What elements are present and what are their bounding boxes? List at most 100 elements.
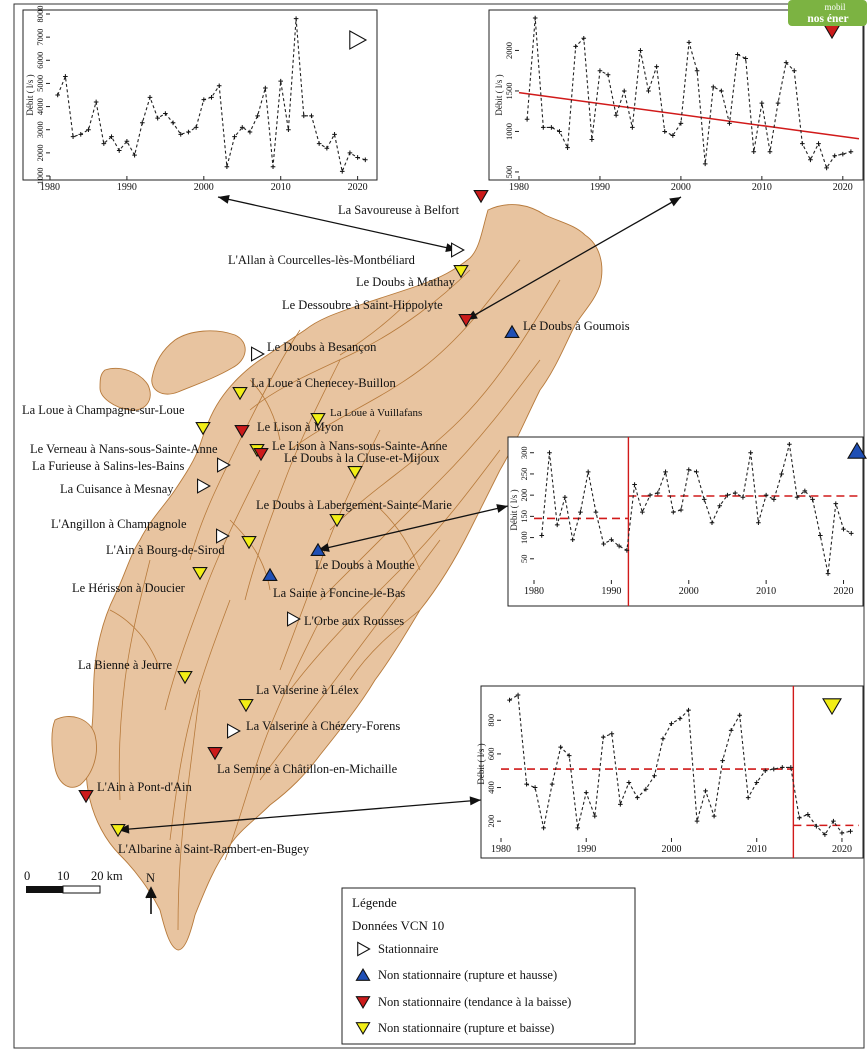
x-tick-label: 2020 xyxy=(832,844,852,855)
data-point xyxy=(662,129,668,134)
y-tick-label: 800 xyxy=(486,714,496,727)
data-point xyxy=(86,127,91,133)
arrow-albarine-to-chart xyxy=(117,796,482,834)
y-axis-label: Débit ( l/s ) xyxy=(25,74,35,115)
data-point xyxy=(101,141,107,146)
data-point xyxy=(239,125,245,130)
station-label: La Bienne à Jeurre xyxy=(78,658,173,672)
data-point xyxy=(802,488,808,494)
data-point xyxy=(678,121,684,126)
data-point xyxy=(717,503,723,509)
data-point xyxy=(63,74,68,79)
station-la-furieuse-a-salins-les-bains: La Furieuse à Salins-les-Bains xyxy=(32,457,231,473)
data-point xyxy=(737,712,742,718)
station-label: La Savoureuse à Belfort xyxy=(338,203,460,217)
data-point xyxy=(592,813,598,819)
x-tick-label: 1980 xyxy=(491,844,511,855)
data-point xyxy=(558,744,563,750)
legend-items: Stationnaire Non stationnaire (rupture et… xyxy=(355,941,571,1036)
contour-line-17 xyxy=(109,609,161,671)
data-point xyxy=(839,830,845,836)
station-marker-icon xyxy=(238,699,254,713)
data-point xyxy=(575,825,581,831)
x-tick-label: 2000 xyxy=(671,182,691,193)
y-tick-label: 150 xyxy=(519,510,529,523)
data-point xyxy=(825,571,831,576)
station-l-allan-a-courcelles-les-montbeliard: L'Allan à Courcelles-lès-Montbéliard xyxy=(228,242,465,267)
station-label: L'Orbe aux Rousses xyxy=(304,614,404,628)
data-point xyxy=(840,151,846,157)
data-point xyxy=(293,16,299,21)
chart-frame xyxy=(480,685,864,859)
logo-badge xyxy=(788,0,867,26)
data-point xyxy=(824,165,829,171)
data-point xyxy=(638,48,643,53)
station-marker-icon xyxy=(177,671,193,685)
contour-line-1 xyxy=(289,259,521,451)
station-marker-icon xyxy=(207,747,223,761)
chart-albarine-saint-rambert: 1980 1990 2000 2010 2020 200 400 600 800 Débit ( … xyxy=(476,685,864,859)
data-point xyxy=(640,509,645,515)
chart-doubs-mouthe: 1980 1990 2000 2010 2020 50 100 150 200 250 300 Déb… xyxy=(507,436,867,607)
y-axis-label: Débit ( l/s ) xyxy=(476,743,486,784)
station-marker-icon xyxy=(227,723,241,739)
data-point xyxy=(609,537,614,542)
y-tick-label: 300 xyxy=(519,446,529,459)
x-tick-label: 2020 xyxy=(348,182,368,193)
data-point xyxy=(540,125,546,130)
data-point xyxy=(759,100,765,106)
data-point xyxy=(767,149,773,154)
legend-item-label: Non stationnaire (tendance à la baisse) xyxy=(378,995,571,1009)
corner-logo: mobil nos éner xyxy=(788,0,867,26)
data-point xyxy=(686,467,692,472)
data-point xyxy=(600,734,606,740)
x-tick-label: 1990 xyxy=(117,182,137,193)
y-tick-label: 2000 xyxy=(504,42,514,59)
data-point xyxy=(632,482,637,487)
data-point xyxy=(539,533,545,538)
station-le-doubs-a-mouthe: Le Doubs à Mouthe xyxy=(310,542,415,572)
station-marker-icon xyxy=(192,567,208,581)
y-tick-label: 500 xyxy=(504,166,514,179)
data-point xyxy=(541,825,546,831)
station-l-orbe-aux-rousses: L'Orbe aux Rousses xyxy=(287,611,404,628)
y-tick-label: 3000 xyxy=(35,121,45,138)
contour-line-14 xyxy=(339,299,411,356)
station-la-loue-a-chenecey-buillon: La Loue à Chenecey-Buillon xyxy=(232,376,396,401)
station-l-angillon-a-champagnole: L'Angillon à Champagnole xyxy=(51,517,230,544)
y-tick-label: 2000 xyxy=(35,144,45,161)
x-tick-label: 2000 xyxy=(679,586,699,597)
station-label: La Valserine à Chézery-Forens xyxy=(246,719,400,733)
y-axis-label: Débit ( l/s ) xyxy=(494,74,504,115)
station-la-cuisance-a-mesnay: La Cuisance à Mesnay xyxy=(60,478,211,496)
data-point xyxy=(55,92,60,98)
station-label: La Semine à Châtillon-en-Michaille xyxy=(217,762,398,776)
data-point xyxy=(833,501,839,506)
chart-allan-courcelles: 1980 1990 2000 2010 2020 1000 2000 3000 4000 5000… xyxy=(22,6,378,193)
station-le-dessoubre-a-saint-hippolyte: Le Dessoubre à Saint-Hippolyte xyxy=(282,298,474,328)
data-point xyxy=(507,697,512,703)
data-point xyxy=(818,533,823,538)
legend-item-label: Non stationnaire (rupture et baisse) xyxy=(378,1021,554,1035)
data-point xyxy=(822,832,828,837)
contour-line-19 xyxy=(229,519,271,591)
x-tick-label: 1990 xyxy=(601,586,621,597)
y-tick-label: 1500 xyxy=(504,82,514,99)
contour-line-3 xyxy=(319,359,541,601)
station-label: Le Doubs à Besançon xyxy=(267,340,377,354)
x-tick-label: 1980 xyxy=(40,182,60,193)
logo-line-1: mobil xyxy=(824,2,846,12)
station-label: La Valserine à Lélex xyxy=(256,683,360,697)
jura-region-map xyxy=(51,204,603,951)
y-axis-label: Débit ( l/s ) xyxy=(509,489,519,530)
contour-line-15 xyxy=(249,379,281,441)
legend-title: Légende xyxy=(352,895,397,910)
chart-status-icon xyxy=(847,441,867,459)
station-la-valserine-a-lelex: La Valserine à Lélex xyxy=(238,683,360,713)
data-point xyxy=(814,823,819,829)
station-marker-icon xyxy=(78,790,94,804)
chart-status-icon xyxy=(822,698,842,716)
data-point xyxy=(124,138,130,144)
station-marker-icon xyxy=(347,466,363,480)
station-la-loue-a-vuillafans: La Loue à Vuillafans xyxy=(310,407,422,427)
